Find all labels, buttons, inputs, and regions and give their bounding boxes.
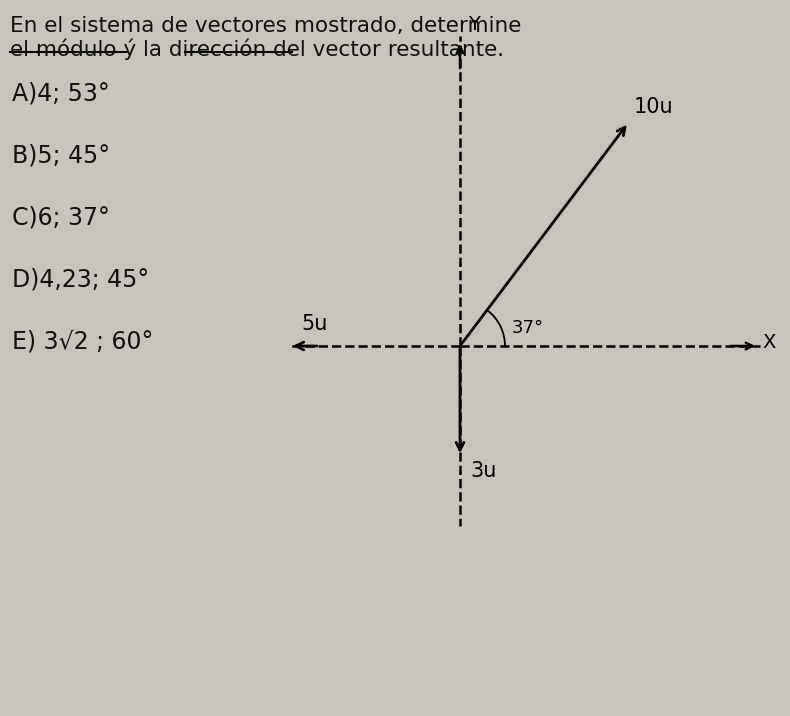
Text: 3u: 3u xyxy=(470,461,496,481)
Text: X: X xyxy=(762,332,775,352)
Text: E) 3√2 ; 60°: E) 3√2 ; 60° xyxy=(12,329,153,353)
Text: 5u: 5u xyxy=(302,314,328,334)
Text: 37°: 37° xyxy=(512,319,544,337)
Text: 10u: 10u xyxy=(634,97,673,117)
Text: B)5; 45°: B)5; 45° xyxy=(12,143,110,167)
Text: En el sistema de vectores mostrado, determine: En el sistema de vectores mostrado, dete… xyxy=(10,16,521,36)
Text: D)4,23; 45°: D)4,23; 45° xyxy=(12,267,149,291)
Text: A)4; 53°: A)4; 53° xyxy=(12,81,110,105)
Text: C)6; 37°: C)6; 37° xyxy=(12,205,110,229)
Text: el módulo ý la dirección del vector resultante.: el módulo ý la dirección del vector resu… xyxy=(10,38,504,59)
Text: Y: Y xyxy=(468,15,480,34)
